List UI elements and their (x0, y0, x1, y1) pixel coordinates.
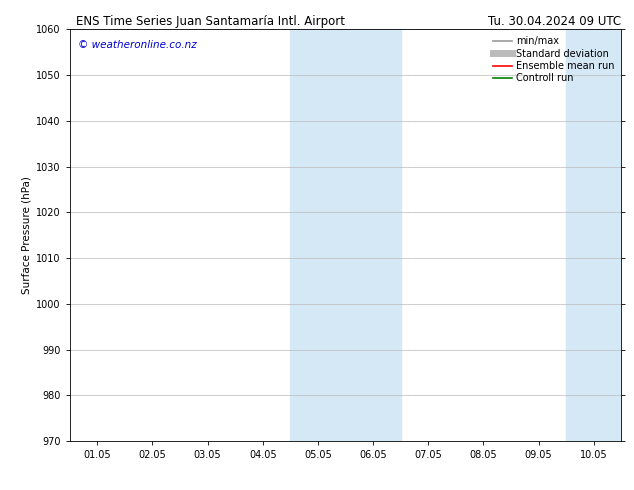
Legend: min/max, Standard deviation, Ensemble mean run, Controll run: min/max, Standard deviation, Ensemble me… (491, 34, 616, 85)
Text: Tu. 30.04.2024 09 UTC: Tu. 30.04.2024 09 UTC (488, 15, 621, 28)
Title: ENS Time Series Juan Santamaría Intl. Airport      Tu. 30.04.2024 09 UTC: ENS Time Series Juan Santamaría Intl. Ai… (0, 489, 1, 490)
Text: ENS Time Series Juan Santamaría Intl. Airport: ENS Time Series Juan Santamaría Intl. Ai… (76, 15, 345, 28)
Y-axis label: Surface Pressure (hPa): Surface Pressure (hPa) (22, 176, 32, 294)
Text: © weatheronline.co.nz: © weatheronline.co.nz (78, 40, 197, 49)
Bar (566, 29, 621, 441)
Bar (290, 29, 401, 441)
